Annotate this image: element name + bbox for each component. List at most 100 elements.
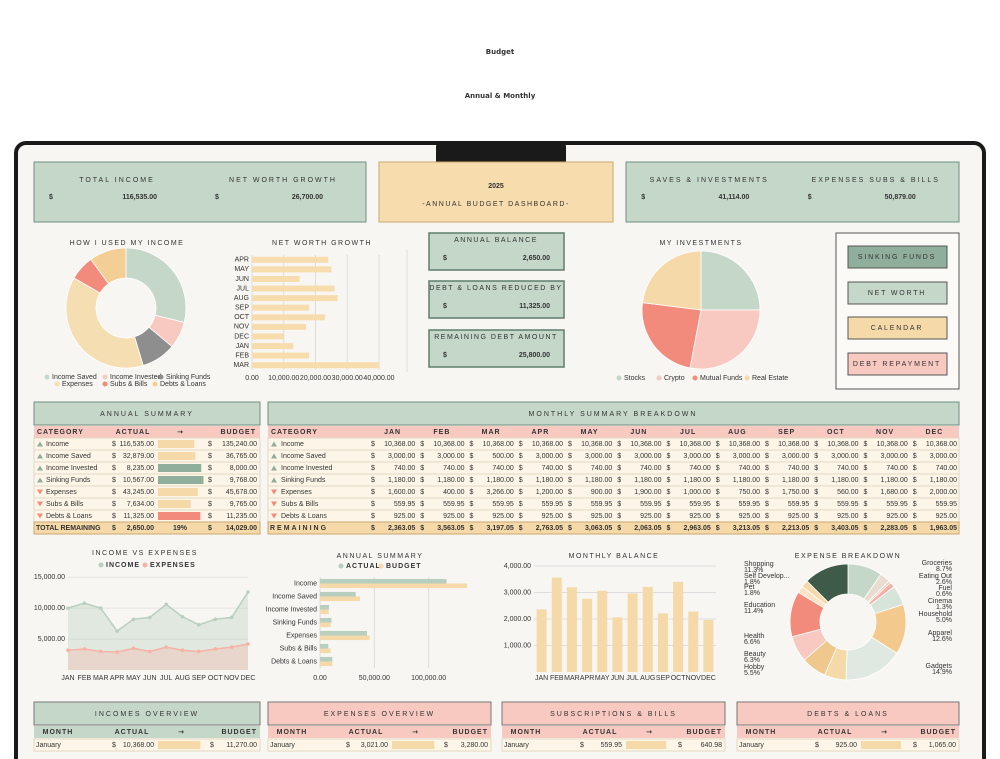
cell: 1,180.00 bbox=[634, 477, 661, 484]
kpi-label: NET WORTH GROWTH bbox=[229, 177, 337, 184]
y-tick-label: Income Saved bbox=[272, 593, 317, 600]
cell: 10,368.00 bbox=[680, 441, 711, 448]
nav-button[interactable] bbox=[847, 245, 948, 269]
line bbox=[67, 591, 249, 633]
bar bbox=[320, 591, 356, 597]
bar bbox=[582, 598, 593, 672]
nav-button-label[interactable]: NET WORTH bbox=[868, 290, 926, 297]
cell: 559.95 bbox=[640, 501, 662, 508]
cell: 559.95 bbox=[837, 501, 859, 508]
cell: 640.98 bbox=[701, 742, 723, 749]
trend-icon bbox=[37, 489, 43, 495]
currency: $ bbox=[913, 525, 917, 532]
column-header: MAY bbox=[581, 429, 599, 436]
table-header bbox=[737, 726, 959, 738]
cell: 3,000.00 bbox=[634, 453, 661, 460]
currency: $ bbox=[716, 501, 720, 508]
nav-button-label[interactable]: SINKING FUNDS bbox=[858, 254, 936, 261]
y-tick-label: Debts & Loans bbox=[271, 658, 317, 665]
x-tick-label: 30,000.00 bbox=[332, 375, 363, 382]
cell: 10,368.00 bbox=[433, 441, 464, 448]
chart-title: MY INVESTMENTS bbox=[659, 240, 742, 247]
point bbox=[213, 617, 218, 622]
currency: $ bbox=[420, 453, 424, 460]
cell: 559.95 bbox=[601, 742, 623, 749]
bar bbox=[320, 583, 467, 589]
legend-swatch bbox=[378, 563, 384, 569]
x-tick-label: APR bbox=[110, 675, 124, 682]
x-tick-label: JAN bbox=[61, 675, 74, 682]
slice-value: 11.3% bbox=[744, 567, 763, 574]
trend-icon bbox=[37, 465, 43, 471]
point bbox=[115, 629, 119, 633]
slice bbox=[806, 563, 849, 603]
currency: $ bbox=[814, 501, 818, 508]
slice-label: Hobby bbox=[744, 664, 765, 671]
nav-button[interactable] bbox=[847, 281, 948, 305]
cell: 740.00 bbox=[788, 465, 810, 472]
column-header: OCT bbox=[827, 429, 845, 436]
nav-button[interactable] bbox=[847, 316, 948, 340]
x-tick-label: SEP bbox=[192, 675, 206, 682]
currency: $ bbox=[667, 453, 671, 460]
x-tick-label: DEC bbox=[241, 675, 256, 682]
currency: $ bbox=[716, 465, 720, 472]
bar bbox=[320, 604, 329, 610]
legend-label: BUDGET bbox=[386, 563, 422, 570]
slice bbox=[642, 250, 702, 311]
x-tick-label: APR bbox=[580, 675, 594, 682]
row-label: Expenses bbox=[281, 489, 312, 496]
cell: 1,180.00 bbox=[536, 477, 563, 484]
currency: $ bbox=[667, 441, 671, 448]
currency: $ bbox=[814, 453, 818, 460]
nav-button[interactable] bbox=[847, 352, 948, 376]
row-label: Income Saved bbox=[46, 453, 91, 460]
progress-bar bbox=[392, 741, 435, 749]
cell: 925.00 bbox=[936, 513, 958, 520]
x-tick-label: AUG bbox=[640, 675, 655, 682]
currency: $ bbox=[864, 477, 868, 484]
x-tick-label: MAR bbox=[564, 675, 580, 682]
slice-value: 5.0% bbox=[936, 617, 952, 624]
currency: $ bbox=[208, 441, 212, 448]
currency: $ bbox=[470, 477, 474, 484]
row-label: Income Invested bbox=[46, 465, 97, 472]
kpi-value: 116,535.00 bbox=[122, 194, 157, 201]
legend-label: Debts & Loans bbox=[160, 381, 206, 388]
point bbox=[246, 642, 250, 646]
cell: 116,535.00 bbox=[119, 441, 154, 448]
cell: 10,368.00 bbox=[926, 441, 957, 448]
bar bbox=[657, 613, 668, 672]
cell: 3,000.00 bbox=[831, 453, 858, 460]
balance-value: 2,650.00 bbox=[523, 255, 550, 262]
slice-label: Shopping bbox=[744, 561, 774, 568]
currency: $ bbox=[420, 441, 424, 448]
column-header: MONTH bbox=[746, 729, 777, 736]
progress-bar bbox=[158, 476, 204, 484]
slice-value: 8.7% bbox=[936, 566, 952, 573]
legend-label: Income Invested bbox=[110, 374, 161, 381]
slice bbox=[689, 309, 761, 370]
legend-swatch bbox=[744, 375, 750, 381]
nav-button-label[interactable]: CALENDAR bbox=[871, 325, 924, 332]
nav-button-label[interactable]: DEBT REPAYMENT bbox=[853, 361, 941, 368]
cell: 925.00 bbox=[886, 513, 908, 520]
cell: 135,240.00 bbox=[222, 441, 257, 448]
legend-label: Expenses bbox=[62, 381, 93, 388]
cell: 925.00 bbox=[591, 513, 613, 520]
currency: $ bbox=[617, 525, 621, 532]
cell: 3,021.00 bbox=[361, 742, 388, 749]
row-label: Income Saved bbox=[281, 453, 326, 460]
currency: $ bbox=[568, 513, 572, 520]
currency: $ bbox=[208, 465, 212, 472]
point bbox=[66, 648, 70, 652]
y-tick-label: 5,000.00 bbox=[38, 636, 65, 643]
currency: $ bbox=[913, 477, 917, 484]
x-tick-label: 50,000.00 bbox=[359, 675, 390, 682]
y-tick-label: 4,000.00 bbox=[504, 563, 531, 570]
bar bbox=[320, 656, 333, 662]
bar bbox=[252, 314, 326, 321]
legend-swatch bbox=[692, 375, 698, 381]
x-tick-label: 0.00 bbox=[245, 375, 259, 382]
cell: 9,765.00 bbox=[230, 501, 257, 508]
